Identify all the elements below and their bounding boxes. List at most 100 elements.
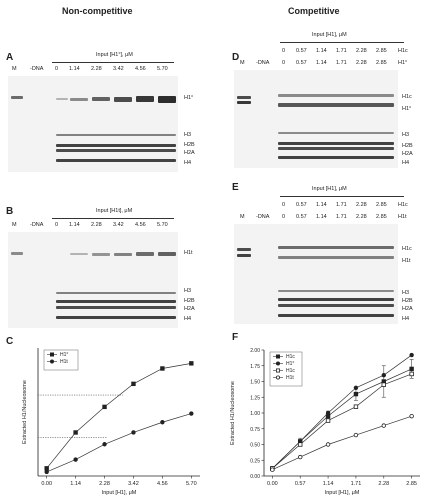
gel-image <box>8 76 178 172</box>
data-point <box>298 442 303 447</box>
conc-label: 0 <box>282 48 286 54</box>
data-point <box>325 442 331 447</box>
gel-image <box>234 224 398 324</box>
series-line <box>272 415 412 471</box>
conc-label: 1.14 <box>69 66 80 72</box>
band-label: H2B <box>184 142 195 148</box>
data-point <box>102 442 107 447</box>
band-label: H4 <box>184 160 192 166</box>
series-line <box>272 354 412 469</box>
y-tick-label: 1.75 <box>250 364 260 370</box>
conc-label: 1.71 <box>336 48 347 54</box>
panel-letter: C <box>6 336 14 347</box>
data-point <box>44 466 49 471</box>
band-label: H2A <box>402 306 413 312</box>
conc-label: 2.85 <box>376 214 387 220</box>
conc-label: 2.28 <box>91 222 102 228</box>
data-point <box>276 368 281 373</box>
bracket-line <box>280 42 404 43</box>
y-axis-label: Extracted H1/Nucleosome <box>22 380 28 444</box>
data-point <box>409 366 414 372</box>
row-label: H1c <box>398 48 408 54</box>
title-non-competitive: Non-competitive <box>62 6 133 16</box>
lane-label-m: M <box>12 222 17 228</box>
data-point <box>73 457 78 462</box>
data-point <box>353 385 359 390</box>
lane-label-minus-dna: -DNA <box>30 222 44 228</box>
x-tick-label: 1.14 <box>70 481 81 487</box>
series-line <box>272 373 412 469</box>
y-tick-label: 0.25 <box>250 458 260 464</box>
series-line <box>46 363 192 469</box>
data-point <box>44 469 49 475</box>
conc-label: 1.14 <box>69 222 80 228</box>
legend-label: H1° <box>286 361 294 367</box>
data-point <box>381 373 386 378</box>
input-label: Input [H1°], μM <box>96 52 133 58</box>
y-tick-label: 0.50 <box>250 443 260 449</box>
conc-label: 0 <box>55 222 59 228</box>
band-label: H2A <box>184 306 195 312</box>
data-point <box>131 430 136 435</box>
input-label: Input [H1], μM <box>312 32 347 38</box>
conc-label: 2.28 <box>356 202 367 208</box>
title-competitive: Competitive <box>288 6 340 16</box>
band-label: H4 <box>402 160 410 166</box>
lane-label-minus-dna: -DNA <box>256 60 270 66</box>
data-point <box>325 410 331 416</box>
data-point <box>353 391 359 397</box>
band-label: H2B <box>402 143 413 149</box>
y-tick-label: 0.75 <box>250 427 260 433</box>
conc-label: 4.56 <box>135 222 146 228</box>
legend-label: H1° <box>60 352 68 358</box>
y-tick-label: 1.25 <box>250 395 260 401</box>
band-label: H2A <box>402 151 413 157</box>
data-point <box>381 423 386 428</box>
chart-f: 0.00 0.57 1.14 1.71 2.28 2.85 0.00 0.25 0.50 0.75… <box>230 348 420 496</box>
bracket-line <box>52 218 174 219</box>
x-tick-label: 1.14 <box>323 481 334 487</box>
band-label: H1° <box>184 95 194 101</box>
y-tick-label: 1.00 <box>250 411 260 417</box>
data-point <box>102 404 107 410</box>
conc-label: 0.57 <box>296 60 307 66</box>
row-label: H1t <box>398 214 407 220</box>
lane-label-minus-dna: -DNA <box>256 214 270 220</box>
x-axis-label: Input [H1], μM <box>325 490 360 496</box>
conc-label: 2.28 <box>356 214 367 220</box>
panel-letter: D <box>232 52 240 63</box>
conc-label: 2.85 <box>376 60 387 66</box>
conc-label: 0 <box>282 214 286 220</box>
panel-letter: A <box>6 52 14 63</box>
conc-label: 1.14 <box>316 202 327 208</box>
x-tick-label: 2.28 <box>99 481 110 487</box>
conc-label: 0.57 <box>296 48 307 54</box>
data-point <box>73 430 78 435</box>
panel-letter: F <box>232 332 239 343</box>
conc-label: 0.57 <box>296 214 307 220</box>
x-tick-label: 2.28 <box>378 481 389 487</box>
data-point <box>189 411 194 416</box>
data-point <box>160 420 165 425</box>
data-point <box>409 352 414 358</box>
band-label: H4 <box>184 316 192 322</box>
conc-label: 0 <box>282 60 286 66</box>
band-label: H2B <box>184 298 195 304</box>
input-label: Input [H1], μM <box>312 186 347 192</box>
conc-label: 1.71 <box>336 202 347 208</box>
x-tick-label: 5.70 <box>186 481 197 487</box>
conc-label: 0 <box>282 202 286 208</box>
gel-image <box>234 70 398 168</box>
data-point <box>409 371 414 377</box>
data-point <box>50 359 55 364</box>
series-line <box>46 413 192 473</box>
conc-label: 5.70 <box>157 66 168 72</box>
conc-label: 2.85 <box>376 48 387 54</box>
data-point <box>276 375 281 380</box>
legend-label: H1t <box>60 359 68 365</box>
x-tick-label: 3.42 <box>128 481 139 487</box>
band-label: H3 <box>402 132 410 138</box>
chart-c: 0.00 1.14 2.28 3.42 4.56 5.70 Input [H1], μM Ex… <box>22 348 200 496</box>
data-point <box>325 418 331 423</box>
x-tick-label: 2.85 <box>406 481 417 487</box>
